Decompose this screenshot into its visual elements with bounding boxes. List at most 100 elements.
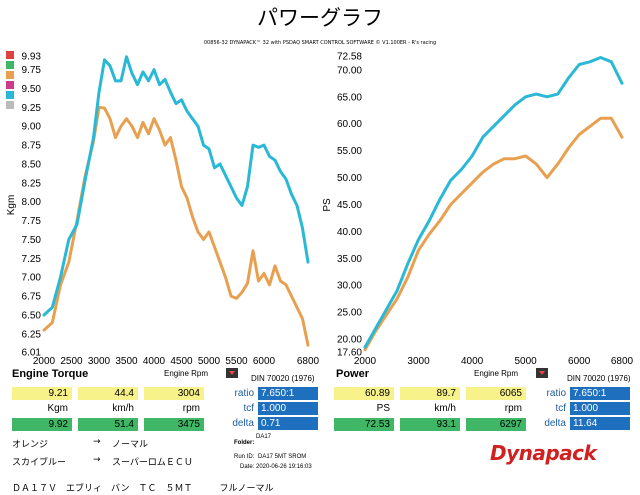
torque-speed-cell: 44.4 (78, 387, 138, 400)
left-ratio-label: ratio (234, 388, 254, 399)
date-label: Date: (240, 464, 255, 470)
y-tick-label: 6.25 (22, 329, 42, 340)
torque-rpm-label: Engine Rpm (164, 369, 209, 378)
y-tick-label: 8.75 (22, 141, 42, 152)
power-unit-kmh: km/h (434, 403, 456, 414)
right-tcf-value: 1.000 (570, 402, 630, 415)
y-tick-label: 6.50 (22, 311, 42, 322)
y-tick-label: 7.75 (22, 216, 42, 227)
power-max-rpm-cell: 6297 (466, 418, 526, 431)
y-tick-label: 9.50 (22, 84, 42, 95)
y-tick-label: 7.00 (22, 273, 42, 284)
y-tick-label: 9.00 (22, 122, 42, 133)
x-tick-label: 2500 (60, 356, 83, 367)
legend-swatch-orange[interactable] (6, 71, 14, 79)
y-tick-label: 70.00 (337, 65, 362, 76)
footer-vehicle-text: ＤＡ１７Ｖ エブリィ バン ＴＣ ５ＭＴ フルノーマル (12, 484, 274, 494)
x-tick-label: 3000 (407, 356, 430, 367)
legend-swatch-skyblue[interactable] (6, 91, 14, 99)
torque-value-cell: 9.21 (12, 387, 72, 400)
legend-swatch-gray[interactable] (6, 101, 14, 109)
power-din-label: DIN 70020 (1976) (567, 374, 631, 383)
x-tick-label: 3500 (115, 356, 138, 367)
torque-unit-rpm: rpm (182, 403, 200, 414)
power-unit-rpm: rpm (504, 403, 522, 414)
right-delta-value: 11.64 (570, 417, 630, 430)
legend-swatch-red[interactable] (6, 51, 14, 59)
y-tick-label: 8.25 (22, 178, 42, 189)
y-tick-label: 60.00 (337, 119, 362, 130)
note-orange-desc: ノーマル (112, 440, 149, 450)
y-tick-label: 7.50 (22, 235, 42, 246)
x-tick-label: 6800 (297, 356, 320, 367)
x-tick-label: 4000 (461, 356, 484, 367)
power-value-cell: 60.89 (334, 387, 394, 400)
power-rpm-cell: 6065 (466, 387, 526, 400)
x-tick-label: 3000 (88, 356, 111, 367)
series-line (42, 105, 310, 347)
right-ratio-label: ratio (546, 388, 566, 399)
y-tick-label: 50.00 (337, 173, 362, 184)
left-y-axis-label: Kgm (6, 195, 17, 216)
torque-max-rpm-cell: 3475 (144, 418, 204, 431)
power-max-speed-cell: 93.1 (400, 418, 460, 431)
x-tick-label: 4000 (143, 356, 166, 367)
right-y-axis-label: PS (322, 198, 333, 212)
y-tick-label: 9.25 (22, 103, 42, 114)
x-tick-label: 4500 (170, 356, 193, 367)
power-rpm-label: Engine Rpm (474, 369, 519, 378)
y-tick-label: 40.00 (337, 227, 362, 238)
power-panel-title: Power (336, 368, 370, 380)
software-line: 00856-32 DYNAPACK™ 32 with PSDAQ SMART C… (203, 40, 437, 46)
series-line (363, 56, 624, 349)
x-tick-label: 6000 (253, 356, 276, 367)
torque-dropdown-icon[interactable] (226, 368, 238, 378)
dynapack-logo: Dynapack (490, 441, 597, 465)
folder-value: DA17 (256, 434, 272, 440)
run-id-label: Run ID: (234, 454, 255, 460)
torque-max-cell: 9.92 (12, 418, 72, 431)
power-unit-ps: PS (376, 403, 390, 414)
y-tick-label: 55.00 (337, 146, 362, 157)
note-orange-arrow: → (93, 437, 101, 447)
y-tick-label: 8.50 (22, 159, 42, 170)
page-title: パワーグラフ (257, 6, 383, 30)
x-tick-label: 2000 (33, 356, 56, 367)
left-delta-value: 0.71 (258, 417, 318, 430)
power-max-cell: 72.53 (334, 418, 394, 431)
y-tick-label: 9.75 (22, 65, 42, 76)
y-tick-label: 8.00 (22, 197, 42, 208)
power-dropdown-icon[interactable] (536, 368, 548, 378)
right-delta-label: delta (544, 418, 566, 429)
legend-swatch-magenta[interactable] (6, 81, 14, 89)
torque-panel-title: Engine Torque (12, 368, 89, 380)
y-tick-label: 17.60 (337, 348, 362, 359)
y-tick-label: 35.00 (337, 254, 362, 265)
y-tick-label: 72.58 (337, 52, 362, 63)
right-tcf-label: tcf (555, 403, 566, 414)
y-tick-label: 20.00 (337, 335, 362, 346)
y-tick-label: 30.00 (337, 281, 362, 292)
torque-unit-kmh: km/h (112, 403, 134, 414)
x-tick-label: 6000 (568, 356, 591, 367)
right-ratio-value: 7.650:1 (570, 387, 630, 400)
date-value: 2020-06-26 19:16:03 (256, 464, 312, 470)
note-skyblue-desc: スーパーロムＥＣＵ (112, 458, 193, 468)
y-tick-label: 65.00 (337, 92, 362, 103)
x-tick-label: 5000 (198, 356, 221, 367)
torque-plot: 6.01 6.25 6.50 6.75 7.00 7.25 7.50 7.75 8.00 8.25… (22, 52, 320, 368)
legend-swatch-green[interactable] (6, 61, 14, 69)
y-tick-label: 6.75 (22, 292, 42, 303)
power-plot: 17.60 20.00 25.00 30.00 35.00 40.00 45.00 50.00… (337, 52, 634, 368)
x-tick-label: 2000 (354, 356, 377, 367)
series-line (363, 116, 624, 352)
series-line (42, 55, 310, 317)
folder-label: Folder: (234, 440, 255, 446)
power-speed-cell: 89.7 (400, 387, 460, 400)
y-tick-label: 45.00 (337, 200, 362, 211)
y-tick-label: 7.25 (22, 254, 42, 265)
torque-rpm-cell: 3004 (144, 387, 204, 400)
x-tick-label: 6800 (611, 356, 634, 367)
torque-max-speed-cell: 51.4 (78, 418, 138, 431)
